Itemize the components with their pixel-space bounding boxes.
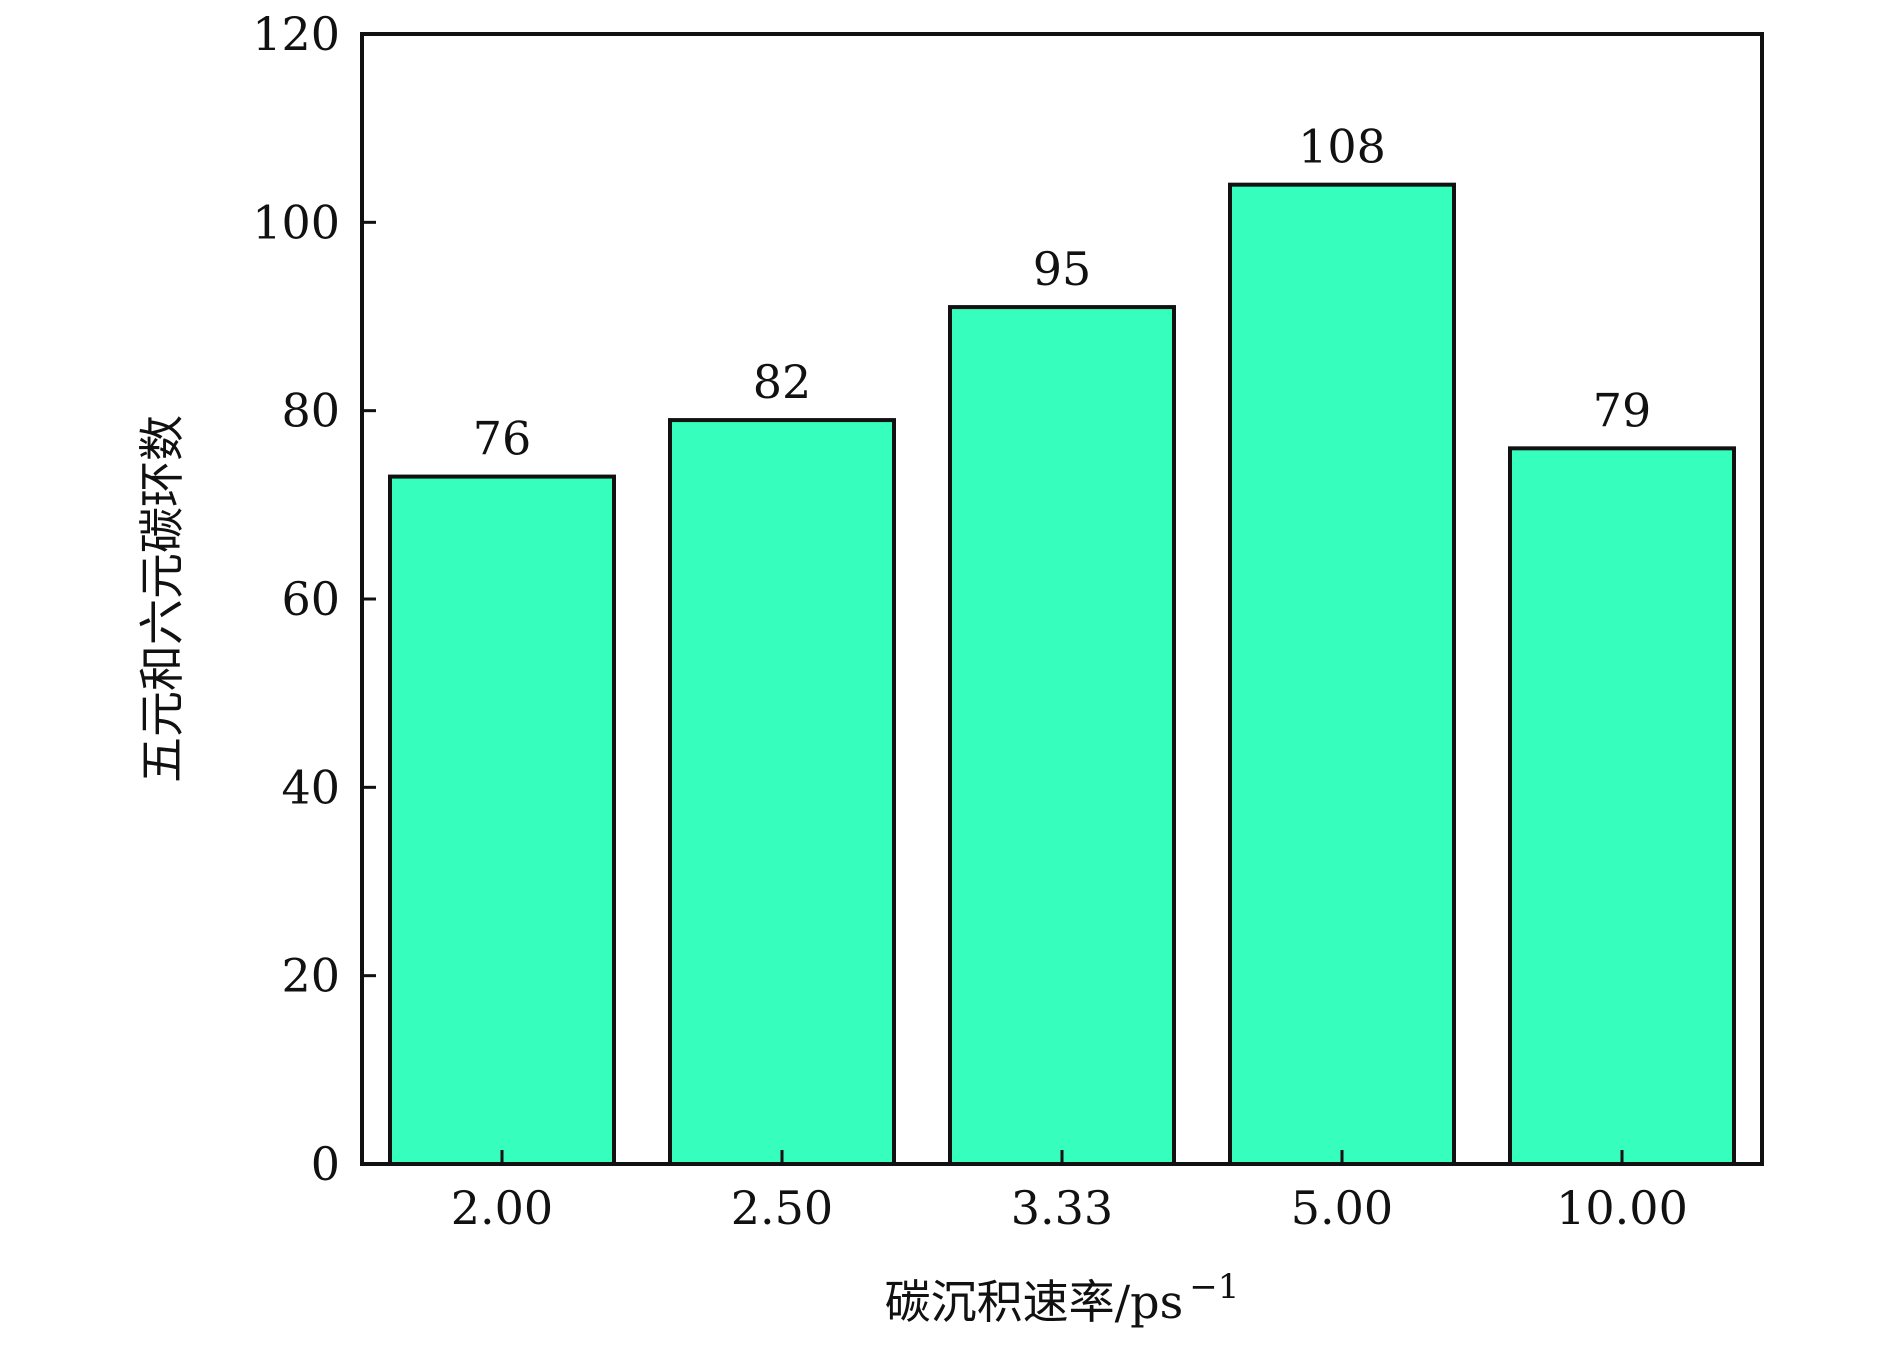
y-axis-ticks: 0 20 40 60 80 100 120 — [252, 7, 376, 1191]
y-tick-label: 80 — [281, 384, 340, 438]
bar-2.00 — [388, 474, 616, 1167]
x-tick-label: 5.00 — [1291, 1181, 1393, 1235]
bar-value-label: 82 — [753, 355, 812, 409]
bar-2.50 — [668, 418, 896, 1167]
y-tick-label: 20 — [281, 949, 340, 1003]
bar-3.33 — [948, 305, 1176, 1167]
x-axis-title-main: 碳沉积速率/ps — [885, 1275, 1184, 1329]
y-tick-label: 120 — [252, 7, 340, 61]
bar-labels-layer: 76 82 95 108 79 — [473, 120, 1652, 466]
y-tick-label: 40 — [281, 760, 340, 814]
bar-value-label: 108 — [1298, 120, 1386, 174]
x-axis-title-exponent: −1 — [1189, 1267, 1239, 1307]
x-axis-ticks: 2.00 2.50 3.33 5.00 10.00 — [451, 1150, 1688, 1235]
bar-10.00 — [1508, 446, 1736, 1167]
x-tick-label: 2.50 — [731, 1181, 833, 1235]
y-tick-label: 100 — [252, 195, 340, 249]
bar-value-label: 79 — [1593, 383, 1652, 437]
bar-value-label: 95 — [1033, 242, 1092, 296]
x-axis-title: 碳沉积速率/ps −1 — [885, 1267, 1240, 1329]
x-tick-label: 3.33 — [1011, 1181, 1113, 1235]
plot-frame — [360, 32, 1764, 1166]
x-tick-label: 10.00 — [1556, 1181, 1688, 1235]
bar-value-label: 76 — [473, 412, 532, 466]
bars-layer — [388, 182, 1736, 1167]
y-tick-label: 0 — [311, 1137, 340, 1191]
bar-5.00 — [1228, 182, 1456, 1166]
x-tick-label: 2.00 — [451, 1181, 553, 1235]
y-axis-title: 五元和六元碳环数 — [135, 415, 189, 783]
y-tick-label: 60 — [281, 572, 340, 626]
